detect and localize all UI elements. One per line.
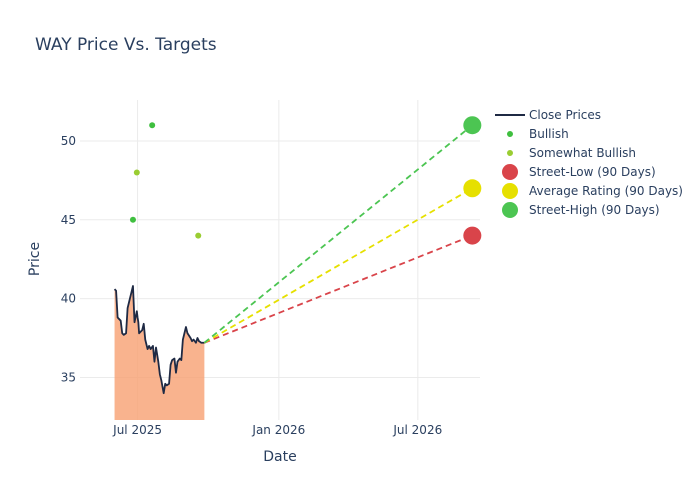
y-tick-label: 35 <box>61 370 76 384</box>
legend-item: Bullish <box>507 127 569 141</box>
legend-label: Street-Low (90 Days) <box>529 165 656 179</box>
close-price-line <box>113 285 205 395</box>
legend-item: Street-High (90 Days) <box>502 202 660 218</box>
y-tick-label: 50 <box>61 134 76 148</box>
legend-swatch-marker <box>507 150 513 156</box>
bullish-point <box>149 122 156 129</box>
marker-layer <box>129 116 482 245</box>
legend-swatch-marker <box>507 131 513 137</box>
somewhat-bullish-point <box>195 232 202 239</box>
somewhat-bullish-point <box>133 169 140 176</box>
street-high-target-line <box>203 124 473 344</box>
legend-item: Street-Low (90 Days) <box>502 164 656 180</box>
street-low-target-point <box>463 226 482 245</box>
legend-swatch-marker <box>502 164 518 180</box>
average-rating-target-line <box>203 187 473 344</box>
legend-label: Somewhat Bullish <box>529 146 636 160</box>
x-tick-label: Jul 2025 <box>112 423 162 437</box>
street-low-target-line <box>204 234 473 344</box>
legend-item: Close Prices <box>495 108 601 122</box>
bullish-point <box>129 216 136 223</box>
legend-label: Close Prices <box>529 108 601 122</box>
legend-swatch-marker <box>502 183 518 199</box>
legend-item: Average Rating (90 Days) <box>502 183 683 199</box>
average-rating-target-point <box>463 179 482 198</box>
legend-item: Somewhat Bullish <box>507 146 636 160</box>
x-axis-label: Date <box>263 449 296 465</box>
y-tick-label: 45 <box>61 213 76 227</box>
legend-swatch-marker <box>502 202 518 218</box>
chart-title: WAY Price Vs. Targets <box>35 35 217 55</box>
y-tick-label: 40 <box>61 292 76 306</box>
line-layer <box>113 124 473 395</box>
tick-layer: 35 40 45 50 Jul 2025 Jan 2026 Jul 2026 <box>61 134 443 437</box>
legend-label: Bullish <box>529 127 569 141</box>
legend-label: Street-High (90 Days) <box>529 203 660 217</box>
legend-label: Average Rating (90 Days) <box>529 184 683 198</box>
legend: Close Prices Bullish Somewhat Bullish Stree… <box>495 108 683 218</box>
street-high-target-point <box>463 116 482 135</box>
x-tick-label: Jul 2026 <box>392 423 442 437</box>
y-axis-label: Price <box>27 242 43 276</box>
x-tick-label: Jan 2026 <box>251 423 305 437</box>
grid-layer <box>80 100 480 420</box>
